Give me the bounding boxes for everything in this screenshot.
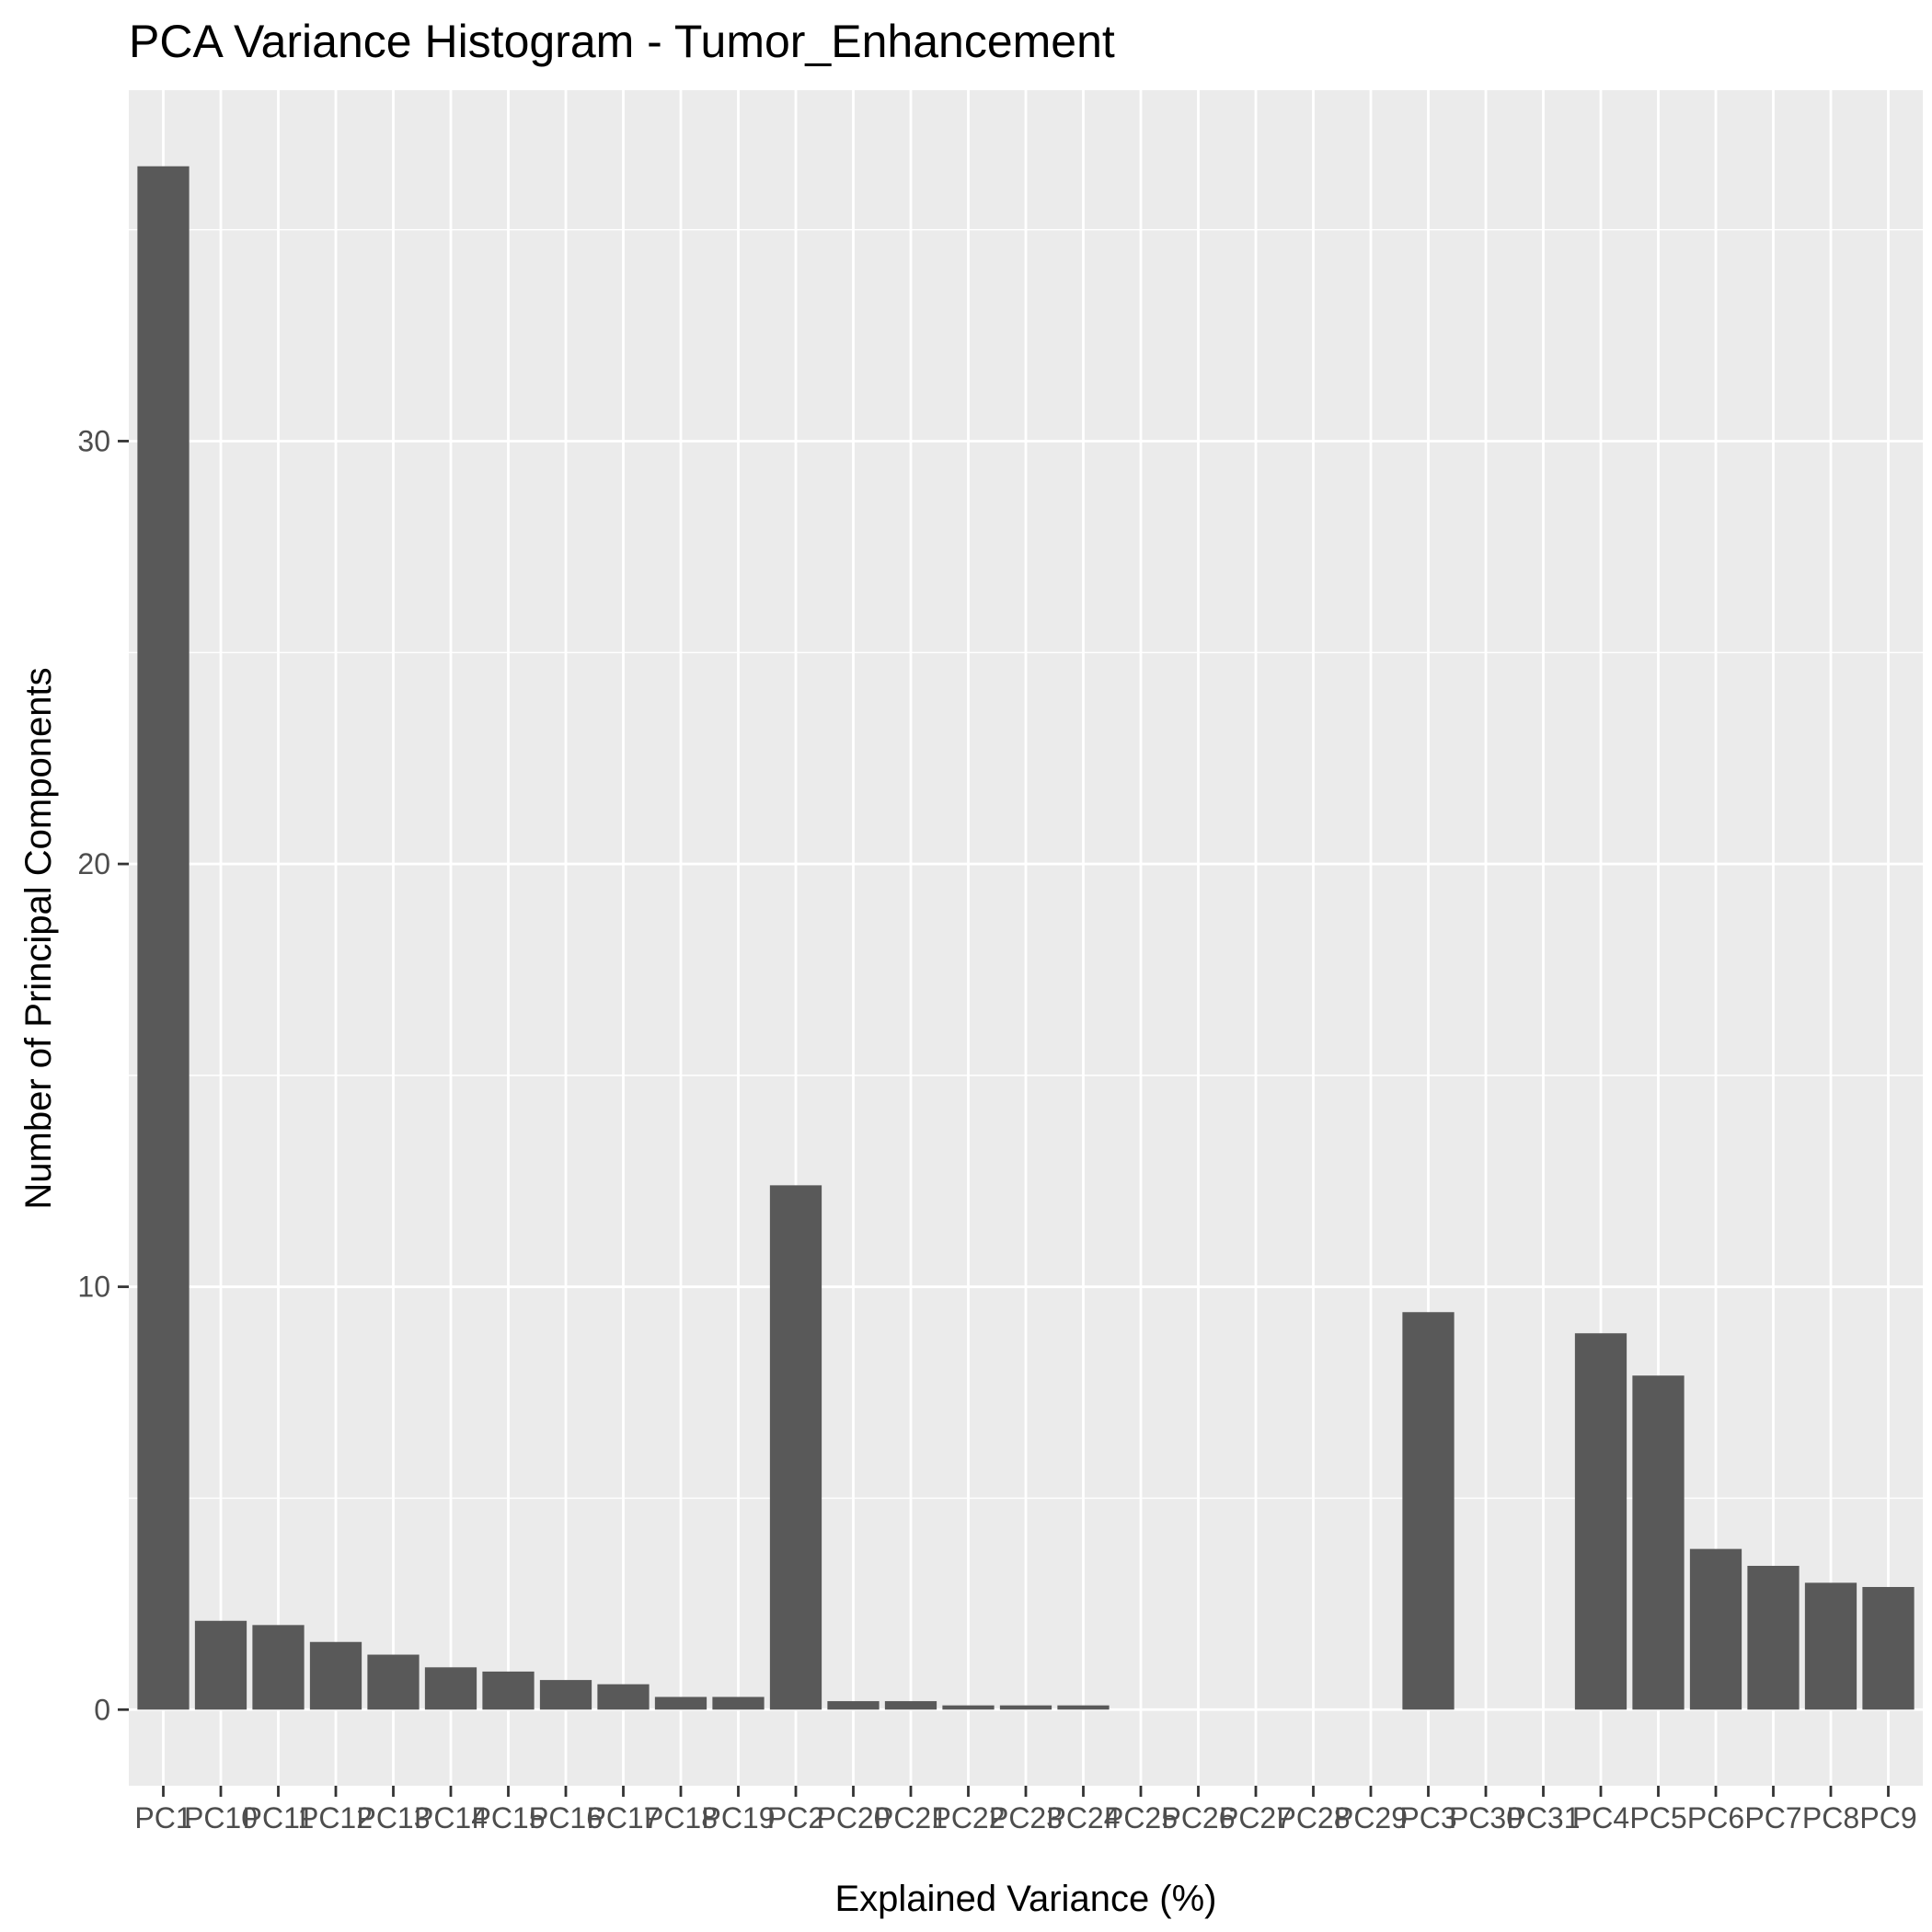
bar-pc7 [1747,1566,1800,1710]
bar-pc1 [137,166,190,1710]
bar-pc20 [827,1701,880,1710]
x-tick-label-pc7: PC7 [1744,1801,1801,1834]
x-tick-label-pc9: PC9 [1859,1801,1916,1834]
x-tick-label-pc29: PC29 [1334,1801,1408,1834]
x-tick-label-pc12: PC12 [299,1801,373,1834]
bar-pc15 [482,1671,535,1710]
x-tick-label-pc6: PC6 [1687,1801,1744,1834]
x-tick-label-pc1: PC1 [134,1801,191,1834]
y-axis-title: Number of Principal Components [18,667,59,1209]
x-tick-label-pc28: PC28 [1276,1801,1350,1834]
y-tick-label: 30 [77,424,110,457]
x-tick-label-pc22: PC22 [931,1801,1005,1834]
x-tick-label-pc24: PC24 [1046,1801,1120,1834]
bars [137,166,1915,1710]
bar-pc24 [1057,1705,1110,1710]
x-tick-label-pc4: PC4 [1572,1801,1629,1834]
x-tick-label-pc26: PC26 [1161,1801,1235,1834]
x-tick-label-pc27: PC27 [1219,1801,1293,1834]
bar-pc23 [999,1705,1052,1710]
bar-pc3 [1402,1312,1455,1710]
x-tick-label-pc10: PC10 [184,1801,258,1834]
x-tick-label-pc2: PC2 [767,1801,824,1834]
bar-pc17 [597,1684,650,1710]
x-axis-title: Explained Variance (%) [834,1879,1216,1919]
bar-pc18 [654,1696,707,1710]
x-tick-label-pc21: PC21 [874,1801,948,1834]
bar-pc12 [309,1641,362,1710]
y-tick-label: 0 [94,1693,110,1726]
x-tick-label-pc3: PC3 [1399,1801,1456,1834]
bar-pc16 [539,1680,592,1710]
bar-pc5 [1632,1375,1685,1710]
bar-pc8 [1804,1582,1857,1710]
x-tick-label-pc30: PC30 [1449,1801,1523,1834]
y-tick-label: 10 [77,1271,110,1304]
x-tick-label-pc15: PC15 [471,1801,545,1834]
bar-pc14 [424,1667,477,1710]
bar-pc6 [1689,1548,1742,1710]
y-axis: 0 10 20 30 [77,424,129,1726]
bar-pc22 [942,1705,995,1710]
x-tick-label-pc17: PC17 [586,1801,660,1834]
x-tick-label-pc8: PC8 [1802,1801,1859,1834]
bar-pc2 [769,1185,822,1710]
y-tick-label: 20 [77,847,110,880]
bar-pc9 [1862,1586,1915,1710]
chart-title: PCA Variance Histogram - Tumor_Enhanceme… [129,16,1115,67]
x-tick-label-pc19: PC19 [701,1801,775,1834]
x-tick-label-pc11: PC11 [243,1801,315,1834]
x-tick-label-pc14: PC14 [414,1801,488,1834]
x-tick-label-pc20: PC20 [816,1801,890,1834]
bar-pc19 [712,1696,765,1710]
x-axis: PC1PC10PC11PC12PC13PC14PC15PC16PC17PC18P… [134,1786,1917,1834]
bar-pc11 [252,1625,305,1710]
bar-pc13 [367,1654,420,1710]
bar-pc10 [194,1620,247,1710]
x-tick-label-pc18: PC18 [644,1801,718,1834]
bar-pc4 [1574,1333,1627,1710]
x-tick-label-pc13: PC13 [356,1801,430,1834]
x-tick-label-pc31: PC31 [1506,1801,1580,1834]
x-tick-label-pc23: PC23 [989,1801,1063,1834]
x-tick-label-pc16: PC16 [529,1801,603,1834]
x-tick-label-pc25: PC25 [1104,1801,1178,1834]
x-tick-label-pc5: PC5 [1629,1801,1686,1834]
bar-pc21 [884,1701,937,1710]
